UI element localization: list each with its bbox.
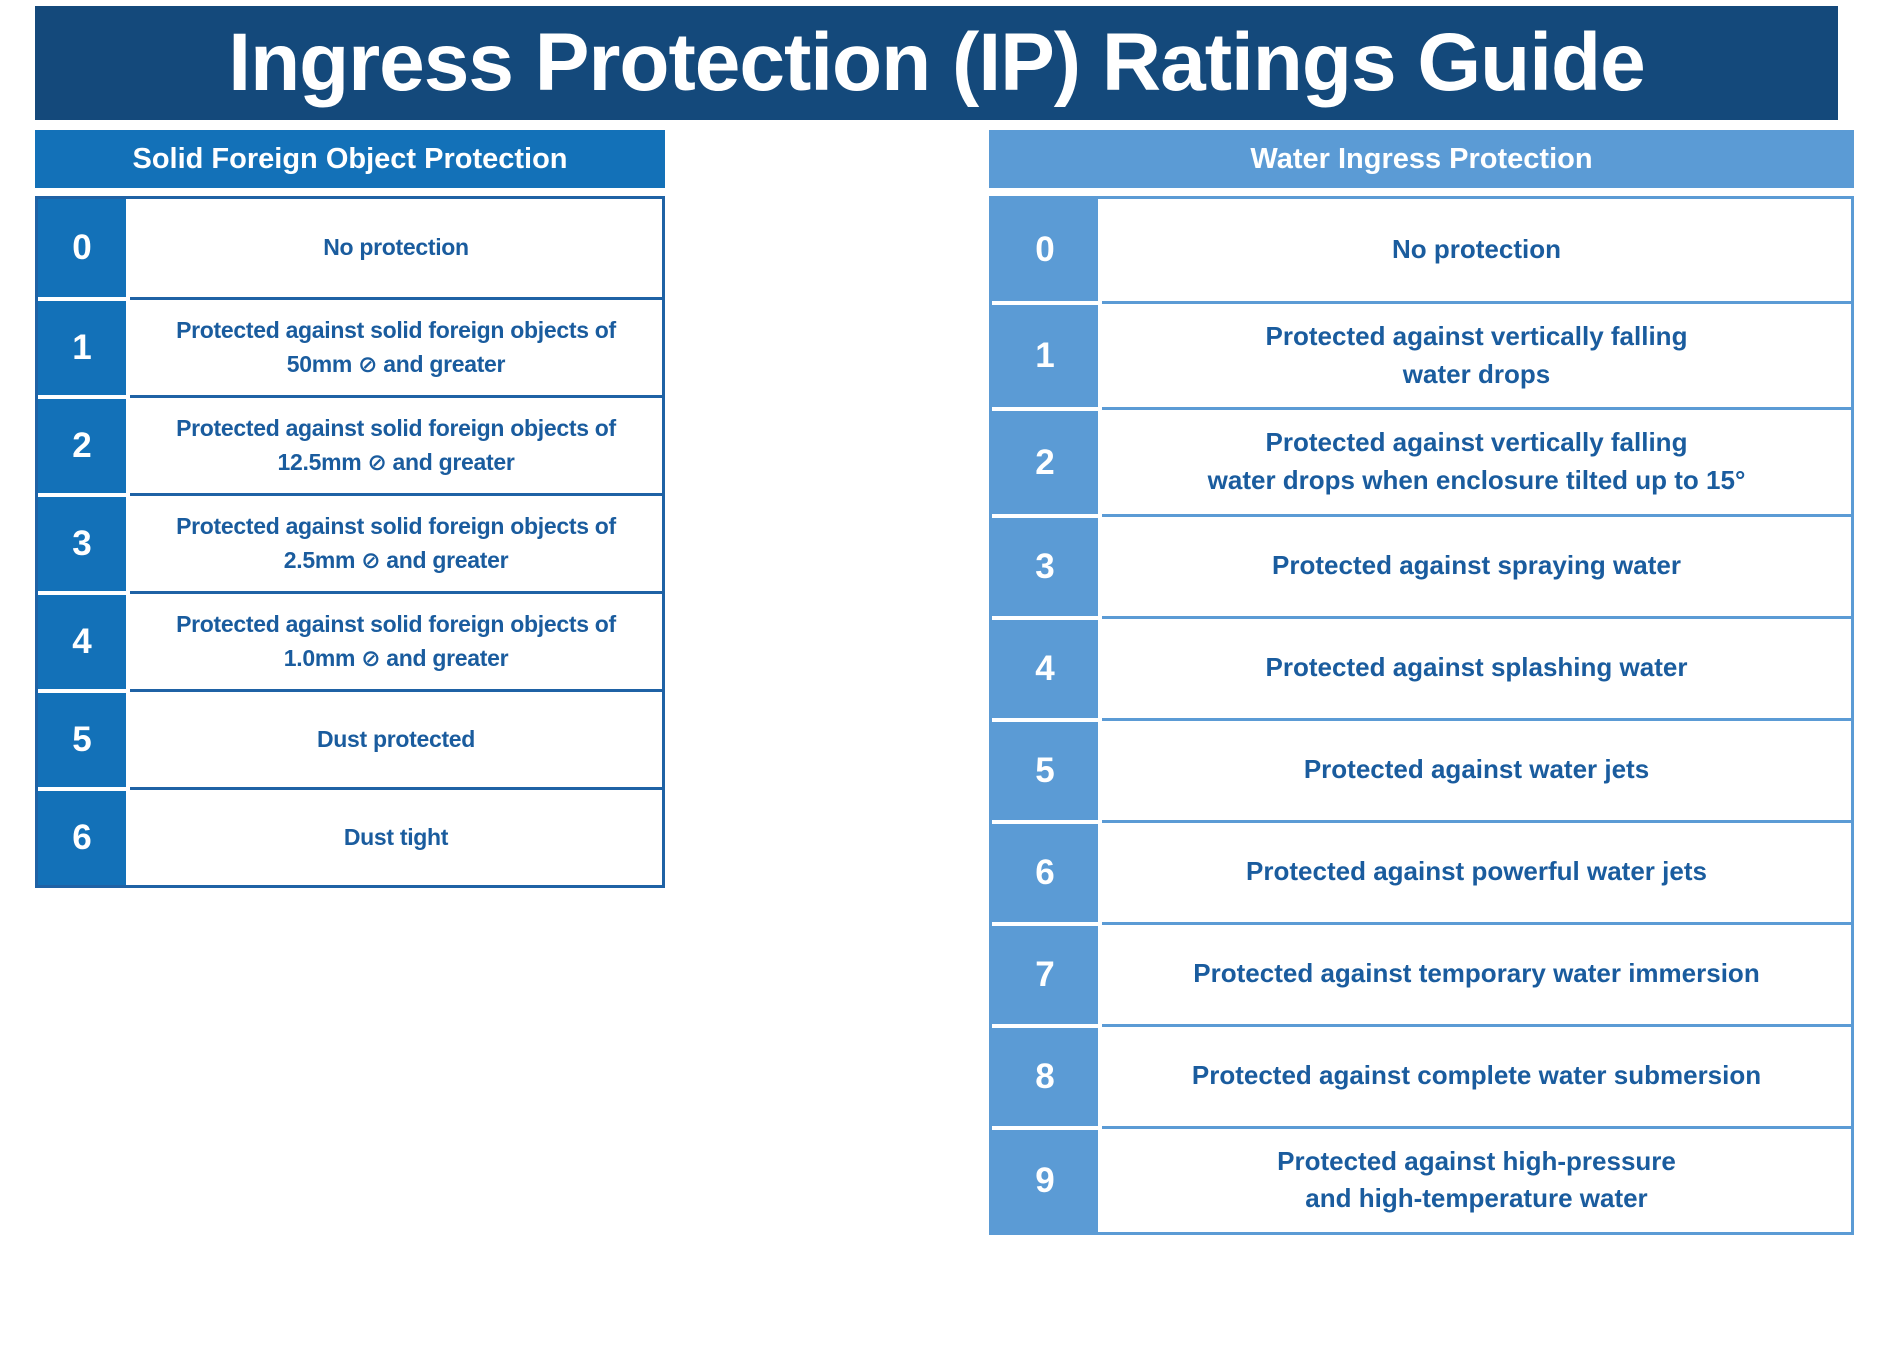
table-row: 4 Protected against splashing water — [992, 615, 1851, 718]
table-row: 5 Dust protected — [38, 689, 662, 787]
rating-description: Protected against complete water submers… — [1102, 1023, 1851, 1126]
rating-description: Protected against splashing water — [1102, 615, 1851, 718]
table-row: 2 Protected against vertically falling wat… — [992, 407, 1851, 514]
rating-description: Dust protected — [130, 689, 662, 787]
rating-number: 0 — [992, 199, 1102, 301]
rating-description: Protected against solid foreign objects … — [130, 493, 662, 591]
rating-description: Protected against vertically falling wate… — [1102, 301, 1851, 407]
rating-description: Dust tight — [130, 787, 662, 885]
tables-container: Solid Foreign Object Protection 0 No prot… — [35, 130, 1854, 1236]
rating-number: 6 — [992, 819, 1102, 922]
rating-number: 2 — [992, 407, 1102, 514]
table-row: 2 Protected against solid foreign objects… — [38, 395, 662, 493]
rating-description: Protected against temporary water immers… — [1102, 921, 1851, 1024]
solid-table-body: 0 No protection 1 Protected against solid f… — [35, 196, 665, 888]
rating-description: Protected against solid foreign objects … — [130, 591, 662, 689]
rating-number: 6 — [38, 787, 130, 885]
rating-description: No protection — [323, 234, 469, 261]
rating-number: 5 — [38, 689, 130, 787]
rating-number: 4 — [992, 615, 1102, 718]
rating-description: Protected against powerful water jets — [1102, 819, 1851, 922]
table-row: 7 Protected against temporary water immer… — [992, 921, 1851, 1024]
table-row: 4 Protected against solid foreign objects… — [38, 591, 662, 689]
rating-description: Protected against solid foreign objects … — [130, 395, 662, 493]
rating-number: 1 — [38, 297, 130, 395]
table-row: 0 No protection — [992, 199, 1851, 301]
table-row: 3 Protected against spraying water — [992, 513, 1851, 616]
table-row: 9 Protected against high-pressure and high… — [992, 1125, 1851, 1233]
rating-number: 0 — [38, 199, 130, 297]
rating-number: 1 — [992, 301, 1102, 408]
rating-number: 3 — [992, 513, 1102, 616]
rating-description: Protected against vertically falling wate… — [1102, 407, 1851, 513]
rating-description: Protected against spraying water — [1102, 513, 1851, 616]
table-row: 6 Dust tight — [38, 787, 662, 885]
water-table-header: Water Ingress Protection — [989, 130, 1854, 188]
page-title-bar: Ingress Protection (IP) Ratings Guide — [35, 6, 1838, 120]
rating-number: 7 — [992, 921, 1102, 1024]
table-row: 1 Protected against solid foreign objects… — [38, 297, 662, 395]
table-row: 5 Protected against water jets — [992, 717, 1851, 820]
table-row: 0 No protection — [38, 199, 662, 297]
page-title: Ingress Protection (IP) Ratings Guide — [228, 17, 1645, 108]
rating-description: Protected against high-pressure and high-… — [1102, 1125, 1851, 1232]
table-row: 1 Protected against vertically falling wat… — [992, 301, 1851, 408]
water-table-body: 0 No protection 1 Protected against vertica… — [989, 196, 1854, 1236]
table-row: 6 Protected against powerful water jets — [992, 819, 1851, 922]
rating-number: 8 — [992, 1023, 1102, 1126]
rating-description: Protected against water jets — [1102, 717, 1851, 820]
rating-number: 9 — [992, 1125, 1102, 1233]
rating-number: 4 — [38, 591, 130, 689]
table-row: 8 Protected against complete water submer… — [992, 1023, 1851, 1126]
rating-description: No protection — [1392, 234, 1561, 265]
solid-object-protection-table: Solid Foreign Object Protection 0 No prot… — [35, 130, 665, 888]
table-row: 3 Protected against solid foreign objects… — [38, 493, 662, 591]
rating-number: 3 — [38, 493, 130, 591]
rating-number: 2 — [38, 395, 130, 493]
rating-description: Protected against solid foreign objects … — [130, 297, 662, 395]
water-ingress-protection-table: Water Ingress Protection 0 No protection 1… — [989, 130, 1854, 1236]
solid-table-header: Solid Foreign Object Protection — [35, 130, 665, 188]
rating-number: 5 — [992, 717, 1102, 820]
